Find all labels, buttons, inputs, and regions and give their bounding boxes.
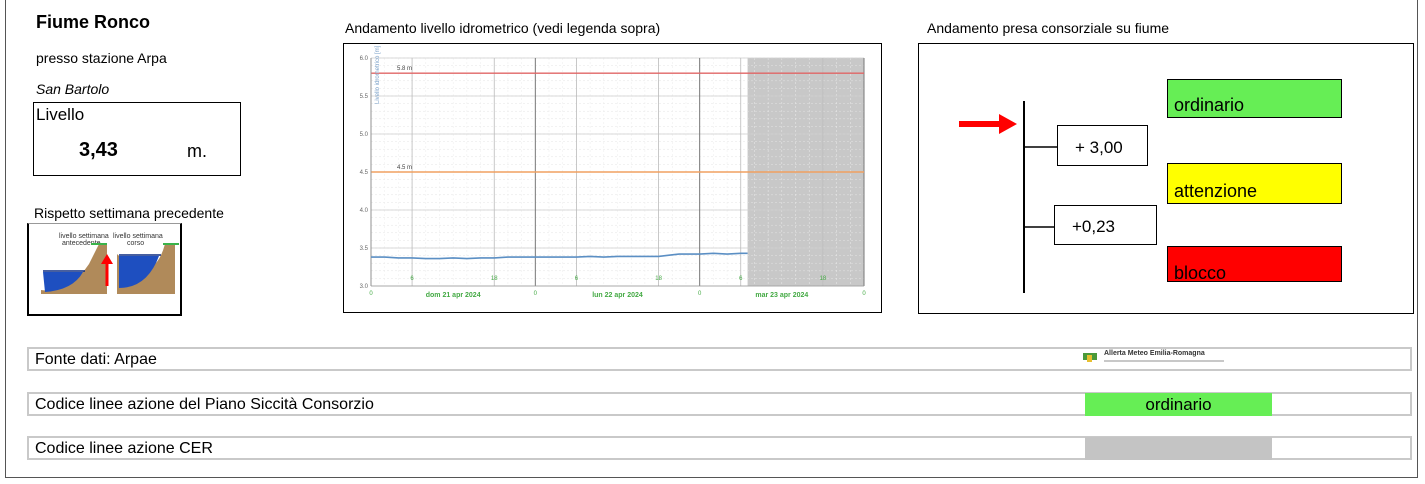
panel-frame [5, 0, 1418, 478]
x-tick-label: 18 [820, 276, 827, 282]
week-prev-water [43, 272, 83, 292]
level-chart: 3.0 3.5 4.0 4.5 5.0 5.5 6.0 0 6 18 0 6 18 0 6 18 0 dom 21… [360, 45, 867, 299]
chart-title: Andamento livello idrometrico (vedi lege… [345, 20, 661, 36]
y-tick-label: 6.0 [360, 56, 369, 62]
x-tick-label: 0 [698, 291, 702, 297]
y-tick-label: 3.5 [360, 246, 369, 252]
level-value: 3,43 [79, 139, 118, 161]
y-axis-label: Livello idrometrico [m] [375, 45, 381, 104]
y-tick-label: 4.5 [360, 170, 369, 176]
week-prev-label-1: livello settimana [59, 233, 109, 240]
week-curr-water [119, 256, 159, 288]
fonte-dati-label: Fonte dati: Arpae [35, 351, 157, 368]
threshold-label: 4.5 m [397, 165, 412, 171]
x-tick-label: 0 [534, 291, 538, 297]
series-line-0 [371, 252, 748, 260]
threshold-label: 5.8 m [397, 66, 412, 72]
y-tick-label: 3.0 [360, 284, 369, 290]
week-prev-bank [41, 244, 107, 294]
x-tick-label: 6 [575, 276, 579, 282]
cer-code [1085, 437, 1272, 460]
arpae-logo-mark [1087, 355, 1092, 362]
x-tick-label: 6 [410, 276, 414, 282]
day-label: lun 22 apr 2024 [592, 292, 643, 299]
value-lower: +0,23 [1054, 205, 1157, 245]
week-curr-label-1: livello settimana [113, 233, 163, 240]
x-tick-label: 6 [739, 276, 743, 282]
cer-label: Codice linee azione CER [35, 440, 213, 457]
y-tick-label: 5.5 [360, 94, 369, 100]
day-label: mar 23 apr 2024 [755, 292, 808, 299]
x-tick-label: 0 [862, 291, 866, 297]
level-chart-box: 3.0 3.5 4.0 4.5 5.0 5.5 6.0 0 6 18 0 6 18 0 6 18 0 dom 21… [343, 43, 882, 313]
x-tick-label: 18 [491, 276, 498, 282]
station-subtitle: presso stazione Arpa [36, 50, 167, 66]
station-place: San Bartolo [36, 81, 110, 97]
presa-arrow-icon [999, 114, 1017, 134]
state-ordinario: ordinario [1167, 79, 1342, 118]
value-upper: + 3,00 [1057, 125, 1148, 166]
arpae-logo-text: Allerta Meteo Emilia-Romagna [1104, 350, 1205, 357]
week-up-arrow-icon [101, 254, 113, 264]
presa-title: Andamento presa consorziale su fiume [927, 20, 1170, 36]
presa-diagram [959, 101, 1057, 293]
state-blocco: blocco [1167, 246, 1342, 282]
arpae-logo-tagline [1104, 360, 1224, 362]
x-tick-label: 18 [655, 276, 662, 282]
row-cer: Codice linee azione CER [27, 436, 1412, 460]
week-prev-label-2: antecedente [62, 240, 101, 247]
y-tick-label: 4.0 [360, 208, 369, 214]
week-trend-graphic: livello settimana antecedente livello se… [41, 233, 179, 294]
state-attenzione: attenzione [1167, 163, 1342, 204]
x-tick-label: 0 [369, 291, 373, 297]
y-tick-label: 5.0 [360, 132, 369, 138]
level-unit: m. [187, 141, 207, 161]
week-trend-image: livello settimana antecedente livello se… [27, 223, 182, 316]
week-comparison-label: Rispetto settimana precedente [34, 205, 224, 221]
river-title: Fiume Ronco [36, 12, 151, 32]
row-fonte-dati: Fonte dati: Arpae Allerta Meteo Emilia-R… [27, 347, 1412, 371]
week-curr-label-2: corso [127, 240, 144, 247]
day-label: dom 21 apr 2024 [426, 292, 481, 299]
row-piano-siccita: Codice linee azione del Piano Siccità Co… [27, 392, 1412, 416]
level-label: Livello [36, 105, 85, 124]
piano-siccita-code: ordinario [1085, 393, 1272, 416]
piano-siccita-label: Codice linee azione del Piano Siccità Co… [35, 396, 374, 413]
presa-box: ordinario attenzione blocco + 3,00 +0,23 [918, 43, 1414, 314]
level-box: Livello 3,43 m. [33, 102, 241, 176]
